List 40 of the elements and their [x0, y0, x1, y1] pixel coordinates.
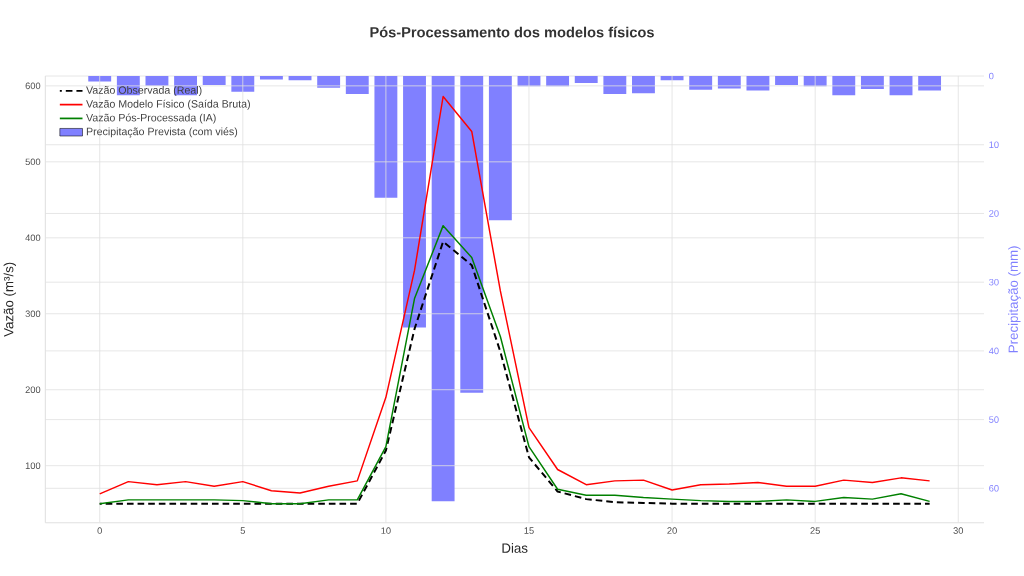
bar: [288, 76, 312, 81]
y2-axis-title: Precipitação (mm): [1008, 246, 1021, 353]
legend-label: Vazão Pós-Processada (IA): [86, 113, 216, 124]
chart-title: Pós-Processamento dos modelos físicos: [370, 26, 654, 38]
bar: [574, 76, 598, 83]
bar: [374, 76, 398, 198]
x-tick-label: 30: [953, 527, 964, 534]
bar: [431, 76, 455, 502]
bar: [345, 76, 369, 94]
y2-tick-label: 60: [989, 485, 999, 492]
legend-label: Vazão Modelo Físico (Saída Bruta): [86, 99, 250, 110]
bar: [403, 76, 426, 328]
y-tick-label: 100: [25, 462, 41, 469]
y2-tick-label: 30: [989, 278, 999, 286]
bar: [88, 76, 112, 82]
y2-tick-label: 10: [989, 141, 999, 149]
legend-label: Precipitação Prevista (com viés): [86, 127, 238, 138]
y-tick-label: 400: [25, 234, 41, 242]
bar: [775, 76, 798, 85]
bar: [202, 76, 226, 85]
x-tick-label: 0: [97, 527, 102, 534]
x-tick-label: 20: [667, 527, 677, 534]
bar: [488, 76, 512, 221]
y2-tick-label: 0: [989, 72, 994, 80]
y-tick-label: 500: [25, 158, 41, 166]
y2-tick-label: 20: [989, 210, 999, 217]
x-tick-label: 25: [810, 527, 820, 534]
y-tick-label: 600: [25, 82, 41, 90]
bar: [145, 76, 169, 86]
x-axis-title: Dias: [502, 543, 528, 553]
x-tick-label: 15: [524, 527, 534, 534]
x-tick-label: 5: [240, 527, 245, 534]
y-tick-label: 200: [25, 386, 41, 394]
bar: [460, 76, 484, 393]
y2-tick-label: 50: [989, 416, 999, 423]
y-axis-title: Vazão (m³/s): [3, 262, 17, 337]
x-tick-label: 10: [381, 527, 391, 534]
y2-tick-label: 40: [988, 347, 999, 355]
y-tick-label: 300: [25, 310, 41, 318]
bar: [603, 76, 627, 94]
